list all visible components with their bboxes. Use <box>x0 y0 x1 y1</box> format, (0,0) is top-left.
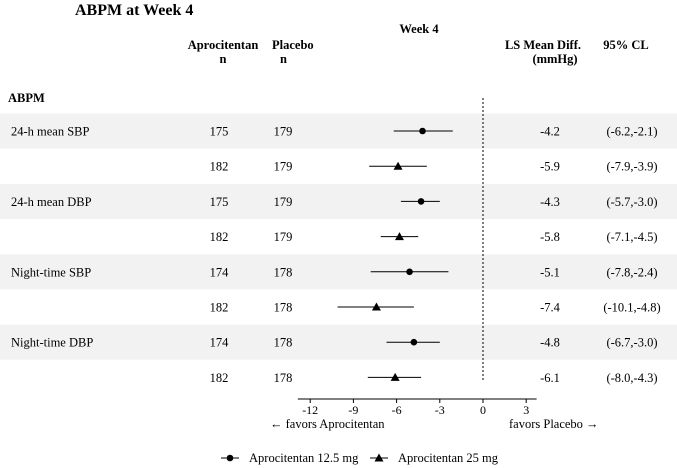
row-band <box>0 113 677 149</box>
row-label: 24-h mean SBP <box>11 125 90 139</box>
cell-ls-mean: -5.8 <box>540 230 560 244</box>
row-label: 24-h mean DBP <box>11 195 92 209</box>
cell-aprocitentan-n: 182 <box>210 230 229 244</box>
col-header-ls-mean: LS Mean Diff. <box>505 38 581 52</box>
cell-ls-mean: -6.1 <box>540 371 560 385</box>
cell-placebo-n: 179 <box>274 160 293 174</box>
cell-ls-mean: -4.3 <box>540 195 560 209</box>
cell-ci: (-5.7,-3.0) <box>606 195 657 209</box>
x-tick-label: -9 <box>348 403 358 417</box>
legend-label: Aprocitentan 12.5 mg <box>249 451 359 465</box>
row-band <box>0 183 677 219</box>
point-estimate <box>419 127 426 135</box>
cell-ls-mean: -5.1 <box>540 265 560 279</box>
x-tick-label: -6 <box>392 403 402 417</box>
row-band <box>0 254 677 290</box>
cell-aprocitentan-n: 182 <box>210 160 229 174</box>
legend-label: Aprocitentan 25 mg <box>398 451 499 465</box>
row-label: Night-time DBP <box>11 336 93 350</box>
col-header-placebo-n: n <box>280 52 287 66</box>
cell-aprocitentan-n: 182 <box>210 371 229 385</box>
cell-aprocitentan-n: 175 <box>210 195 229 209</box>
cell-ls-mean: -5.9 <box>540 160 560 174</box>
point-estimate <box>410 338 418 346</box>
x-tick-label: 0 <box>480 403 486 417</box>
cell-aprocitentan-n: 174 <box>210 265 230 279</box>
point-estimate <box>393 161 403 170</box>
legend-marker <box>374 453 384 462</box>
cell-placebo-n: 178 <box>274 265 293 279</box>
cell-placebo-n: 179 <box>274 125 293 139</box>
cell-ls-mean: -4.2 <box>540 125 560 139</box>
x-tick-label: -3 <box>435 403 445 417</box>
cell-aprocitentan-n: 182 <box>210 301 229 315</box>
panel-title: Week 4 <box>399 22 439 36</box>
col-header-aprocitentan: Aprocitentan <box>188 38 259 52</box>
cell-ci: (-7.8,-2.4) <box>606 265 657 279</box>
cell-ci: (-7.1,-4.5) <box>606 230 657 244</box>
cell-placebo-n: 178 <box>274 336 293 350</box>
favors-left-label: ← favors Aprocitentan <box>270 417 385 431</box>
x-tick-label: -12 <box>302 403 318 417</box>
cell-placebo-n: 179 <box>274 230 293 244</box>
col-header-aprocitentan-n: n <box>220 52 227 66</box>
point-estimate <box>371 302 381 311</box>
cell-ci: (-7.9,-3.9) <box>606 160 657 174</box>
cell-placebo-n: 179 <box>274 195 293 209</box>
cell-aprocitentan-n: 174 <box>210 336 230 350</box>
favors-right-label: favors Placebo → <box>509 417 599 431</box>
cell-ls-mean: -7.4 <box>540 301 561 315</box>
cell-placebo-n: 178 <box>274 371 293 385</box>
col-header-ls-mean-unit: (mmHg) <box>532 52 577 66</box>
cell-ci: (-10.1,-4.8) <box>603 301 660 315</box>
col-header-ci: 95% CL <box>603 38 649 52</box>
point-estimate <box>417 198 425 205</box>
x-tick-label: 3 <box>523 403 529 417</box>
cell-aprocitentan-n: 175 <box>210 125 229 139</box>
row-band <box>0 324 677 360</box>
legend-marker <box>226 454 234 462</box>
chart-title: ABPM at Week 4 <box>75 2 193 19</box>
cell-ls-mean: -4.8 <box>540 336 560 350</box>
section-label: ABPM <box>8 91 45 105</box>
point-estimate <box>394 232 404 241</box>
cell-placebo-n: 178 <box>274 301 293 315</box>
col-header-placebo: Placebo <box>272 38 314 52</box>
cell-ci: (-8.0,-4.3) <box>606 371 657 385</box>
point-estimate <box>390 372 400 381</box>
cell-ci: (-6.7,-3.0) <box>606 336 657 350</box>
cell-ci: (-6.2,-2.1) <box>606 125 657 139</box>
row-label: Night-time SBP <box>11 265 91 279</box>
point-estimate <box>406 268 413 276</box>
